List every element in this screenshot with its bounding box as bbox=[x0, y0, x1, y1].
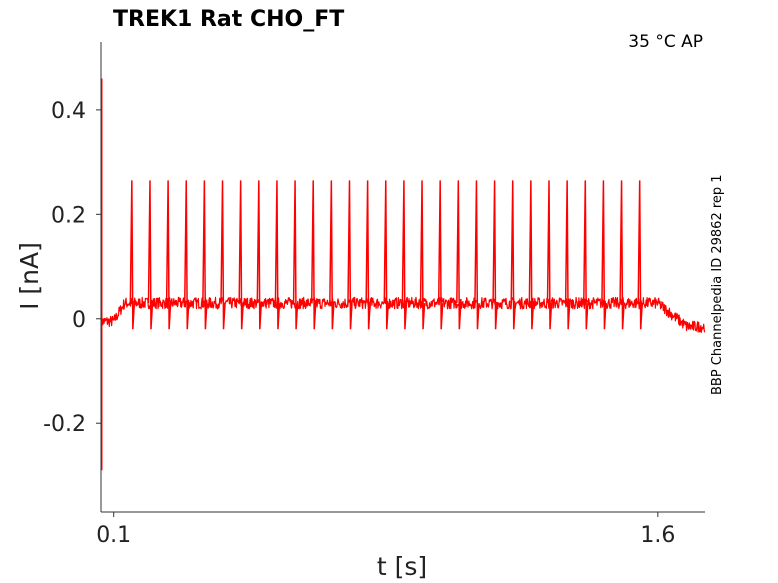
y-tick-label: 0 bbox=[72, 308, 86, 333]
spike bbox=[619, 180, 625, 330]
y-tick-label: 0.2 bbox=[51, 203, 86, 228]
spike bbox=[492, 180, 498, 330]
x-tick-label: 0.1 bbox=[96, 523, 131, 548]
spike bbox=[601, 180, 607, 330]
spike bbox=[510, 180, 516, 330]
spike bbox=[292, 180, 299, 330]
chart-title: TREK1 Rat CHO_FT bbox=[113, 7, 344, 32]
x-ticks: 0.1 1.6 bbox=[96, 512, 675, 548]
spike bbox=[637, 180, 643, 330]
spike bbox=[401, 180, 408, 330]
spike bbox=[383, 180, 390, 330]
spike bbox=[165, 180, 172, 330]
temperature-annotation: 35 °C AP bbox=[628, 32, 703, 52]
spike bbox=[274, 180, 281, 330]
spike bbox=[256, 180, 263, 330]
spike bbox=[238, 180, 244, 330]
spike bbox=[456, 180, 462, 330]
y-tick-label: 0.4 bbox=[51, 99, 86, 124]
spike bbox=[546, 180, 553, 330]
y-tick-label: -0.2 bbox=[43, 412, 86, 437]
spike bbox=[564, 180, 571, 330]
spike bbox=[474, 180, 480, 330]
y-axis-label: I [nA] bbox=[15, 242, 44, 310]
y-ticks: -0.2 0 0.2 0.4 bbox=[43, 99, 101, 437]
spike bbox=[220, 180, 226, 330]
spike bbox=[583, 180, 589, 330]
spike bbox=[347, 180, 353, 330]
spike bbox=[437, 180, 444, 330]
x-axis-label: t [s] bbox=[377, 552, 427, 581]
x-tick-label: 1.6 bbox=[640, 523, 675, 548]
spike bbox=[183, 180, 190, 330]
spike bbox=[202, 180, 208, 330]
channelpedia-id-label: BBP Channelpedia ID 29862 rep 1 bbox=[710, 174, 725, 395]
plot-area bbox=[100, 78, 706, 471]
spike bbox=[329, 180, 335, 330]
spike-group bbox=[129, 180, 643, 330]
spike bbox=[419, 180, 426, 330]
spike bbox=[310, 180, 317, 330]
spike bbox=[129, 180, 136, 330]
spike bbox=[528, 180, 535, 330]
spike bbox=[147, 180, 154, 330]
spike bbox=[365, 180, 371, 330]
